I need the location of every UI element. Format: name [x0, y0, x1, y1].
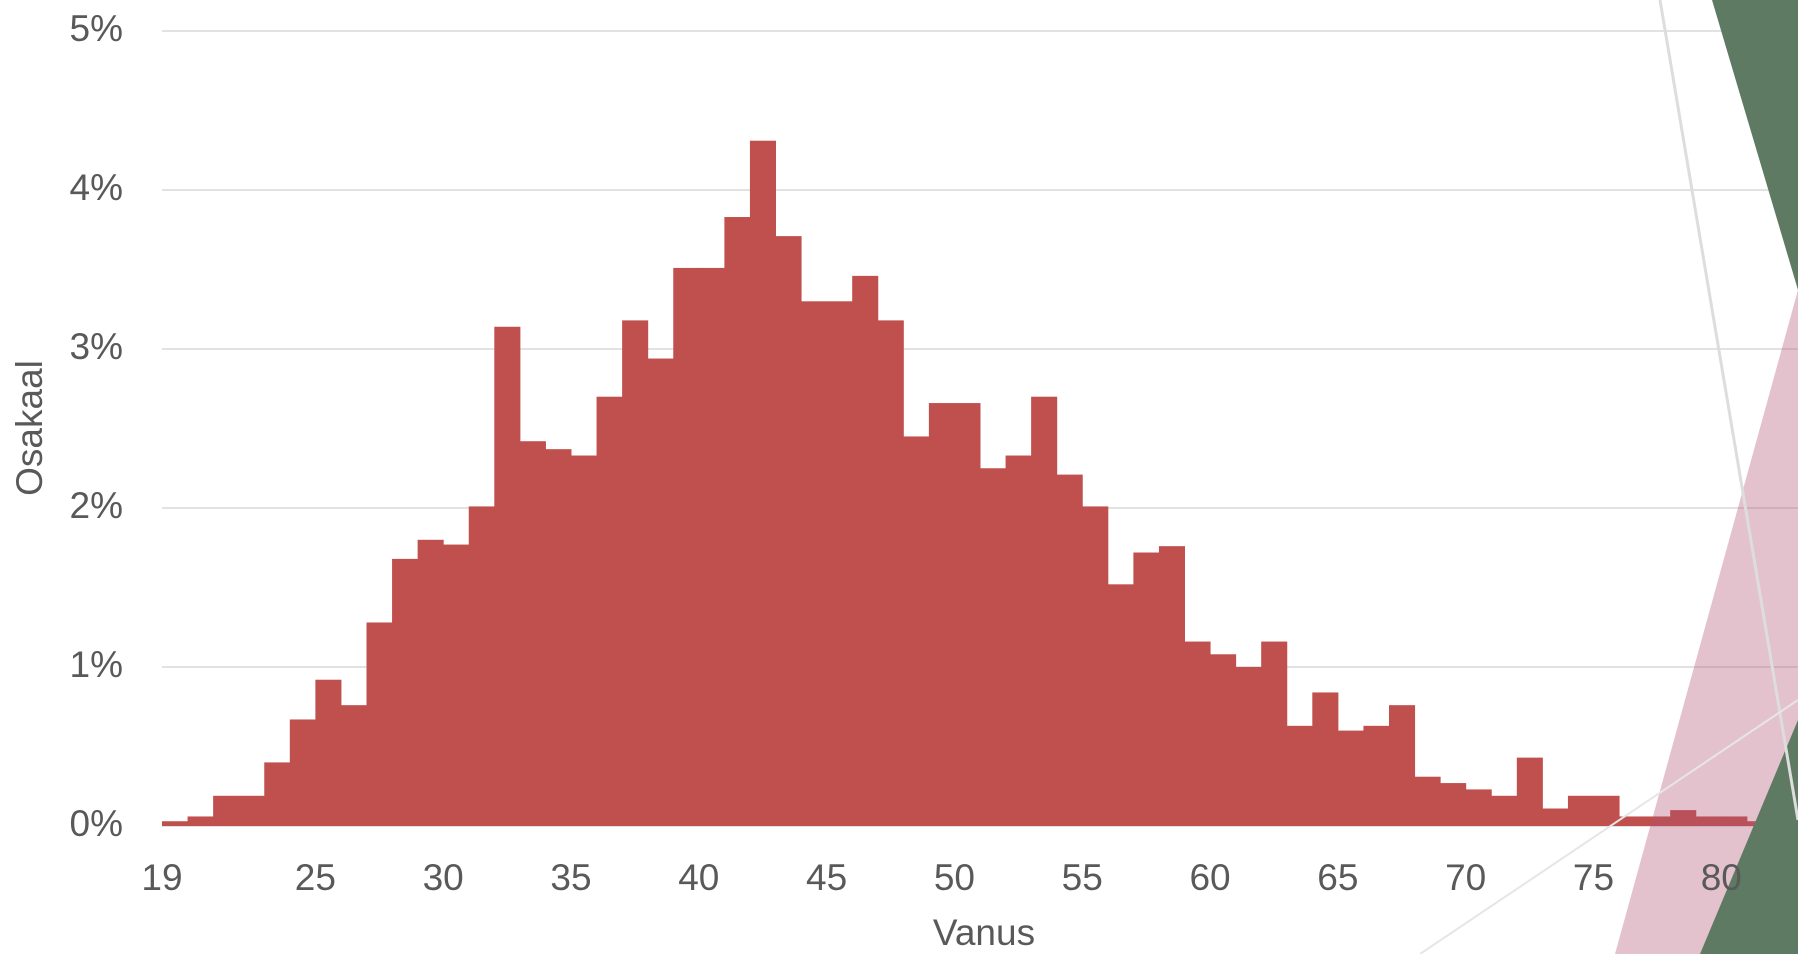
- bar: [1593, 795, 1620, 826]
- deco-pink: [1615, 290, 1798, 954]
- bar: [1133, 552, 1160, 826]
- y-tick-label: 1%: [70, 644, 123, 685]
- bar: [1644, 816, 1671, 826]
- bar: [1542, 808, 1569, 826]
- bar: [392, 558, 419, 826]
- x-tick-label: 25: [295, 857, 336, 898]
- deco-green-top: [1712, 0, 1798, 290]
- bar: [877, 320, 904, 826]
- bar: [801, 301, 828, 826]
- x-tick-label: 55: [1062, 857, 1103, 898]
- bar: [1516, 757, 1543, 826]
- bar: [1031, 396, 1058, 826]
- bar: [1184, 641, 1211, 826]
- bar: [1465, 789, 1492, 826]
- bar: [162, 821, 189, 826]
- bar: [1312, 692, 1339, 826]
- bar: [1363, 725, 1390, 826]
- bar: [187, 816, 214, 826]
- x-tick-label: 35: [550, 857, 591, 898]
- bar: [1056, 474, 1083, 826]
- bar: [213, 795, 240, 826]
- x-tick-label: 60: [1189, 857, 1230, 898]
- bar: [366, 622, 393, 826]
- bar: [698, 267, 725, 826]
- bar: [315, 679, 342, 826]
- bar: [622, 320, 649, 826]
- bar: [673, 267, 700, 826]
- bar: [826, 301, 853, 826]
- bar: [443, 544, 470, 826]
- bar: [903, 436, 930, 826]
- x-tick-label: 50: [934, 857, 975, 898]
- decoration: [1419, 0, 1798, 954]
- x-tick-label: 45: [806, 857, 847, 898]
- x-tick-label: 40: [678, 857, 719, 898]
- bar: [724, 217, 751, 826]
- bar: [519, 441, 546, 826]
- x-tick-label: 65: [1317, 857, 1358, 898]
- bar: [340, 705, 367, 826]
- x-tick-label: 30: [423, 857, 464, 898]
- bar: [417, 539, 444, 826]
- bar: [1414, 776, 1441, 826]
- bar: [1491, 795, 1518, 826]
- bar: [1337, 730, 1364, 826]
- x-tick-label: 19: [141, 857, 182, 898]
- deco-line: [1658, 0, 1798, 821]
- bar: [545, 449, 572, 826]
- x-tick-label: 70: [1445, 857, 1486, 898]
- bar: [1005, 455, 1032, 826]
- bar: [289, 719, 316, 826]
- bar: [494, 326, 521, 826]
- bar: [1107, 584, 1134, 826]
- bar: [1695, 816, 1722, 826]
- bar: [1619, 816, 1646, 826]
- bar: [264, 762, 291, 826]
- bar: [1235, 667, 1262, 826]
- bar: [954, 403, 981, 826]
- bar: [1210, 654, 1237, 826]
- bar: [1158, 546, 1185, 826]
- bar: [1082, 506, 1109, 826]
- bar: [980, 468, 1007, 826]
- bar: [852, 275, 879, 826]
- y-tick-label: 5%: [70, 8, 123, 49]
- y-tick-label: 3%: [70, 326, 123, 367]
- bar: [1440, 783, 1467, 826]
- x-tick-label: 80: [1701, 857, 1742, 898]
- bar: [571, 455, 598, 826]
- bar: [775, 236, 802, 827]
- x-axis-title: Vanus: [933, 912, 1035, 953]
- bar: [928, 403, 955, 826]
- labels: Vanus Osakaal 0% 1% 2% 3% 4% 5% 19 25 30 35 40 45 50…: [9, 8, 1742, 953]
- bar: [749, 140, 776, 826]
- y-axis-title: Osakaal: [9, 360, 50, 496]
- y-tick-label: 0%: [70, 803, 123, 844]
- bar: [1389, 705, 1416, 826]
- bar: [1721, 816, 1748, 826]
- deco-line: [1419, 699, 1798, 954]
- bar: [1567, 795, 1594, 826]
- x-tick-label: 75: [1573, 857, 1614, 898]
- y-tick-label: 2%: [70, 485, 123, 526]
- bar: [238, 795, 265, 826]
- bar: [647, 358, 674, 826]
- bar: [1670, 810, 1697, 826]
- bars: [162, 140, 1798, 827]
- bar: [596, 396, 623, 826]
- bar: [1286, 725, 1313, 826]
- bar: [468, 506, 495, 826]
- y-tick-label: 4%: [70, 167, 123, 208]
- deco-green-bottom: [1700, 720, 1798, 954]
- bar: [1261, 641, 1288, 826]
